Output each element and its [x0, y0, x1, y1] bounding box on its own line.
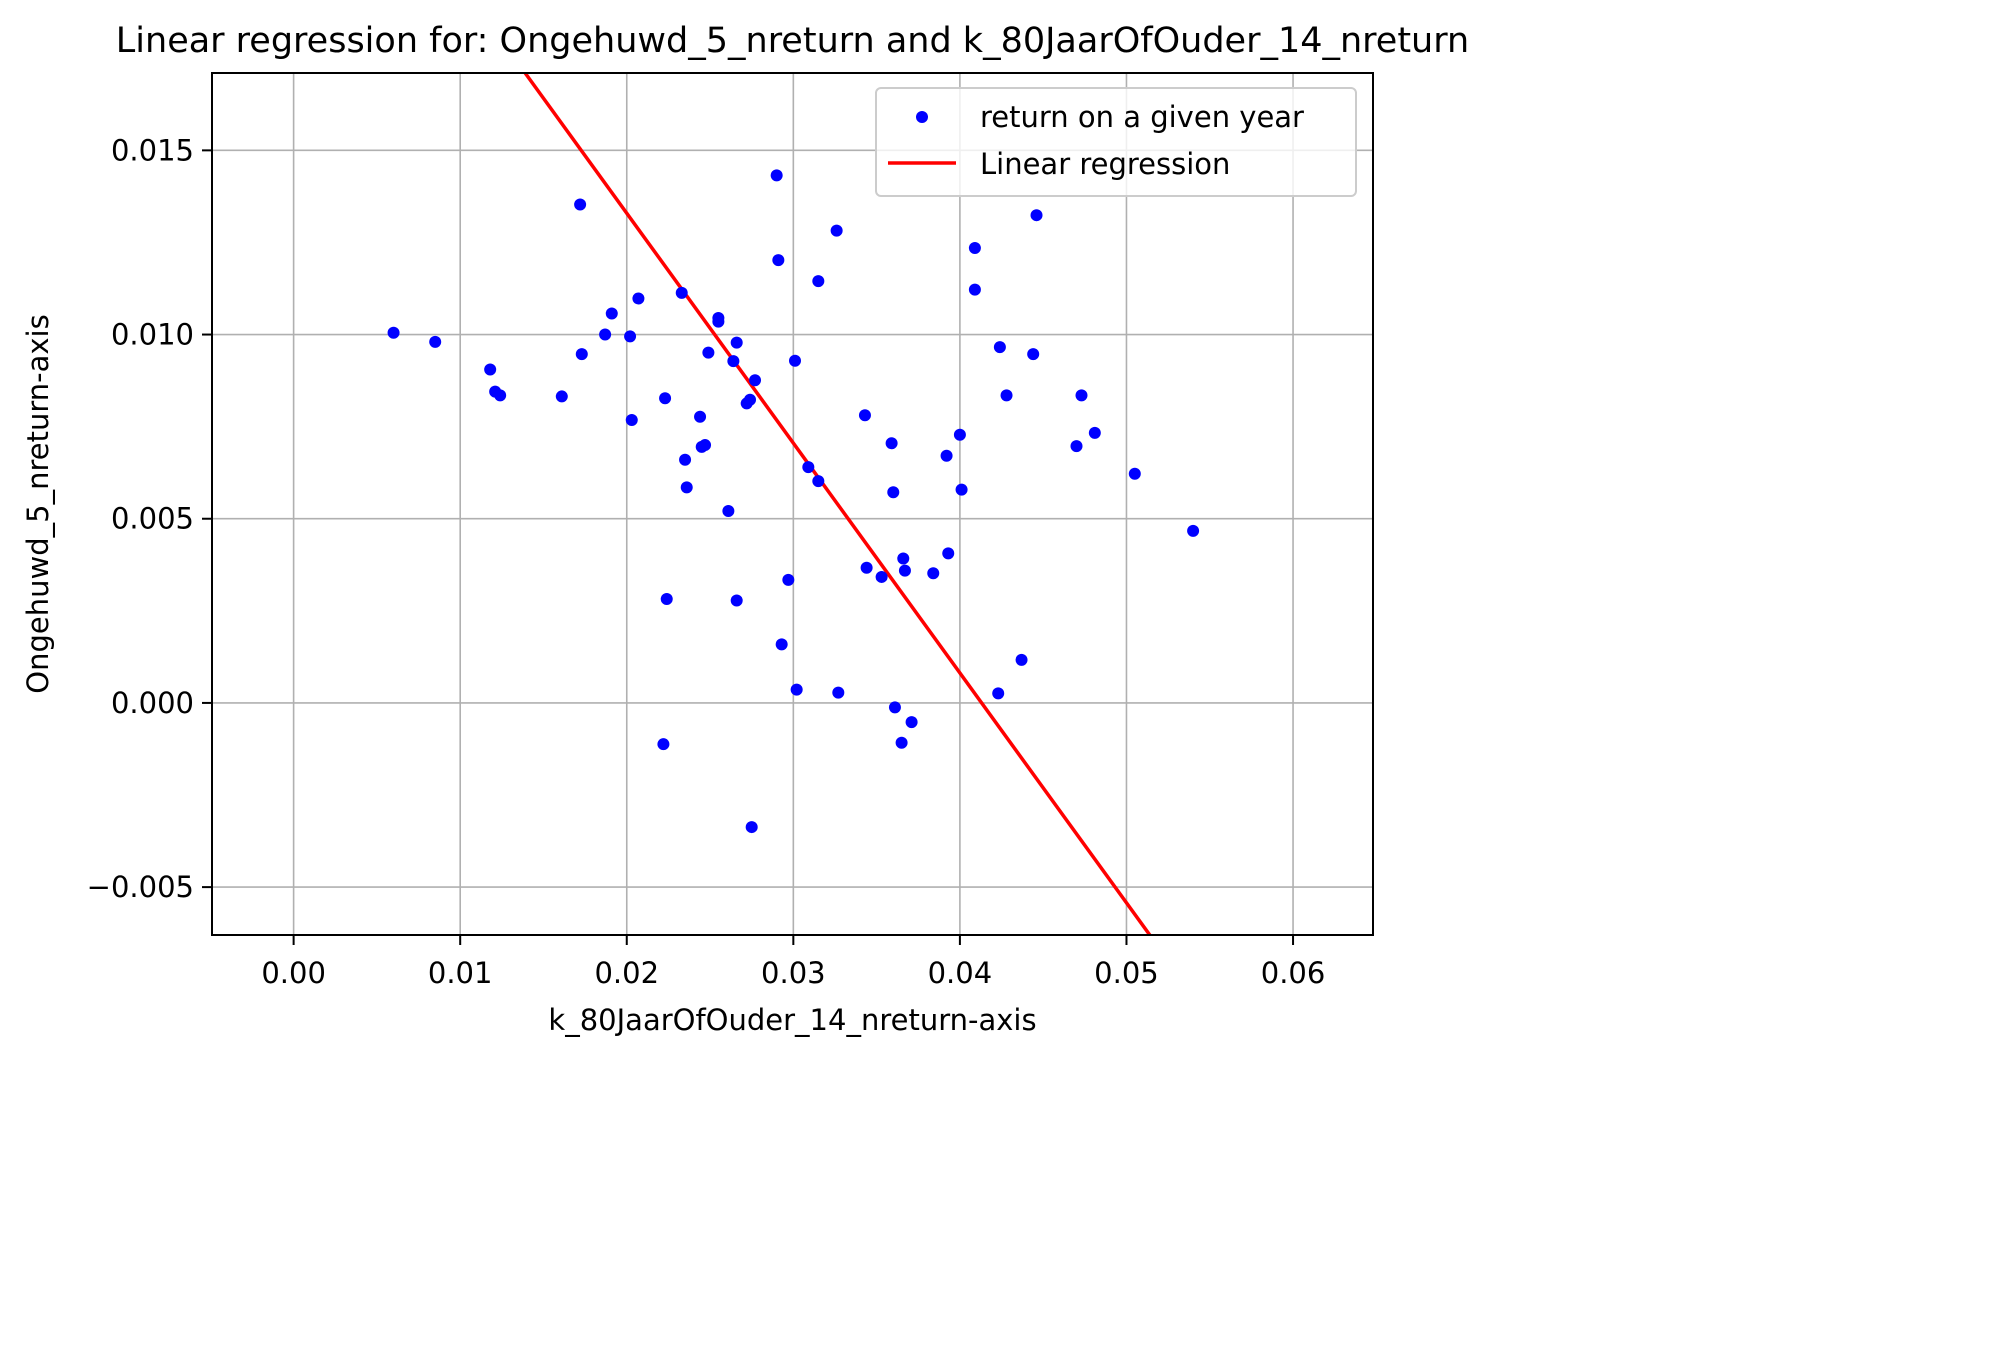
scatter-point: [680, 481, 693, 494]
scatter-point: [632, 292, 645, 305]
scatter-point: [722, 504, 735, 517]
legend-label-scatter: return on a given year: [980, 100, 1304, 134]
scatter-point: [657, 738, 670, 751]
scatter-point: [574, 198, 587, 211]
scatter-point: [830, 224, 843, 237]
y-tick-label: 0.010: [111, 318, 194, 352]
scatter-point: [782, 573, 795, 586]
scatter-point: [885, 437, 898, 450]
scatter-point: [993, 341, 1006, 354]
scatter-point: [927, 567, 940, 580]
scatter-point: [694, 410, 707, 423]
scatter-point: [788, 354, 801, 367]
chart-title: Linear regression for: Ongehuwd_5_nretur…: [116, 21, 1469, 61]
x-tick-label: 0.00: [261, 956, 326, 990]
scatter-point: [953, 428, 966, 441]
scatter-points-layer: [387, 169, 1200, 834]
scatter-point: [744, 393, 757, 406]
scatter-point: [660, 593, 673, 606]
x-tick-label: 0.05: [1094, 956, 1159, 990]
scatter-point: [727, 355, 740, 368]
scatter-point: [1075, 389, 1088, 402]
scatter-point: [888, 701, 901, 714]
scatter-point: [675, 286, 688, 299]
plot-area: [212, 73, 1373, 935]
scatter-point: [812, 275, 825, 288]
scatter-point: [897, 552, 910, 565]
scatter-point: [860, 561, 873, 574]
scatter-point: [387, 326, 400, 339]
scatter-point: [745, 821, 758, 834]
scatter-point: [875, 570, 888, 583]
scatter-point: [1128, 467, 1141, 480]
scatter-point: [1015, 653, 1028, 666]
legend-label-regression: Linear regression: [980, 147, 1230, 181]
scatter-point: [770, 169, 783, 182]
x-tick-label: 0.03: [761, 956, 826, 990]
x-tick-label: 0.01: [428, 956, 493, 990]
y-tick-label: 0.015: [111, 133, 194, 167]
y-tick-label: 0.005: [111, 502, 194, 536]
scatter-point: [895, 736, 908, 749]
scatter-point: [1000, 389, 1013, 402]
y-axis-label: Ongehuwd_5_nreturn-axis: [21, 314, 55, 693]
scatter-point: [992, 687, 1005, 700]
scatter-point: [484, 363, 497, 376]
x-tick-label: 0.02: [594, 956, 659, 990]
scatter-point: [699, 439, 712, 452]
scatter-point: [790, 683, 803, 696]
scatter-point: [775, 638, 788, 651]
y-axis-ticks: −0.005 0.000 0.005 0.010 0.015: [87, 133, 212, 904]
scatter-point: [599, 328, 612, 341]
scatter-point: [730, 336, 743, 349]
scatter-point: [555, 390, 568, 403]
scatter-point: [898, 564, 911, 577]
scatter-point: [955, 483, 968, 496]
scatter-point: [1088, 426, 1101, 439]
y-tick-label: −0.005: [87, 870, 194, 904]
y-tick-label: 0.000: [111, 686, 194, 720]
scatter-point: [1070, 440, 1083, 453]
scatter-point: [624, 330, 637, 343]
scatter-point: [702, 346, 715, 359]
scatter-point: [772, 254, 785, 267]
scatter-point: [625, 414, 638, 427]
scatter-point: [1030, 209, 1043, 222]
scatter-point: [968, 241, 981, 254]
scatter-point: [802, 461, 815, 474]
regression-line: [523, 71, 1152, 937]
x-tick-label: 0.06: [1261, 956, 1326, 990]
scatter-point: [887, 486, 900, 499]
scatter-point: [659, 392, 672, 405]
scatter-point: [812, 475, 825, 488]
scatter-point: [712, 315, 725, 328]
scatter-point: [832, 686, 845, 699]
scatter-point: [749, 374, 762, 387]
scatter-point: [940, 449, 953, 462]
scatter-point: [942, 547, 955, 560]
scatter-point: [968, 283, 981, 296]
grid-lines: [212, 73, 1373, 935]
x-axis-label: k_80JaarOfOuder_14_nreturn-axis: [548, 1003, 1036, 1037]
x-tick-label: 0.04: [928, 956, 993, 990]
scatter-point: [575, 348, 588, 361]
regression-line-layer: [523, 71, 1152, 937]
scatter-point: [905, 716, 918, 729]
legend-scatter-marker: [916, 111, 928, 123]
scatter-point: [858, 409, 871, 422]
scatter-point: [1027, 348, 1040, 361]
legend: return on a given year Linear regression: [875, 87, 1357, 197]
scatter-point: [679, 453, 692, 466]
legend-box: [875, 87, 1357, 197]
scatter-point: [730, 594, 743, 607]
scatter-point: [429, 335, 442, 348]
x-axis-ticks: 0.00 0.01 0.02 0.03 0.04 0.05 0.06: [261, 935, 1325, 990]
scatter-point: [494, 389, 507, 402]
scatter-point: [605, 307, 618, 320]
scatter-point: [1187, 524, 1200, 537]
